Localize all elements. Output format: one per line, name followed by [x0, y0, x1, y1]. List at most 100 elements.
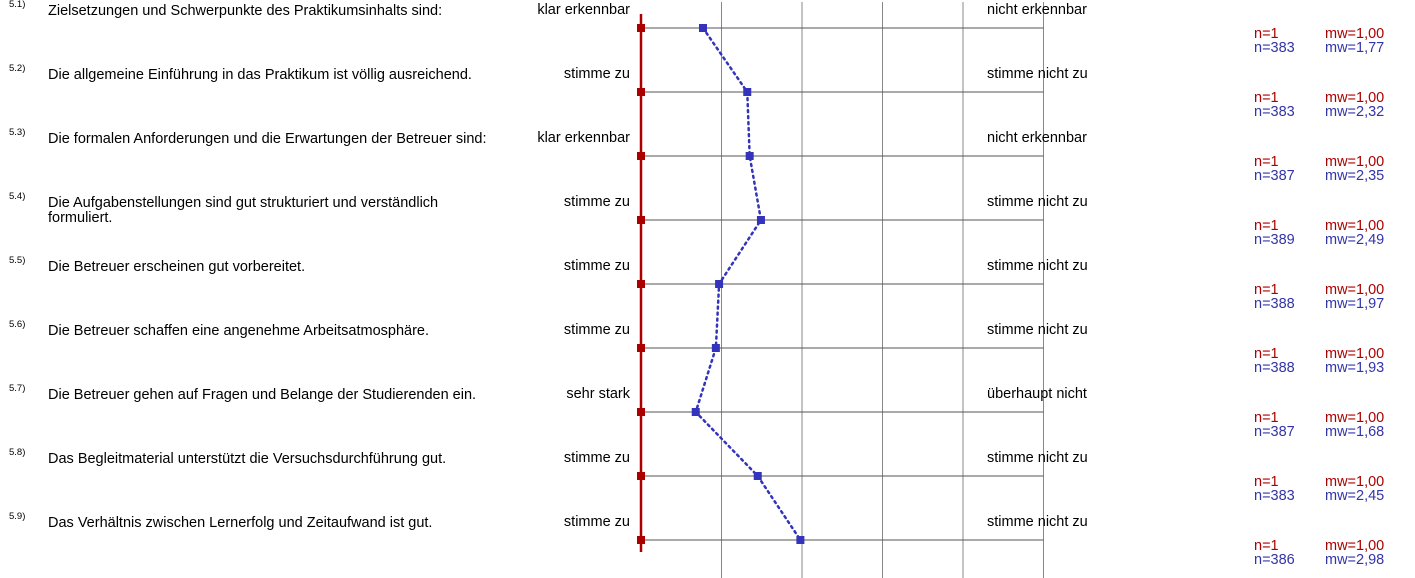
stat-count: n=1	[1254, 346, 1279, 362]
stats-block: n=1 mw=1,00 n=383 mw=2,45	[1254, 474, 1414, 504]
scale-right-label: überhaupt nicht	[987, 386, 1087, 402]
scale-left-label: klar erkennbar	[537, 2, 630, 18]
own-marker	[637, 472, 645, 480]
question-text: Das Verhältnis zwischen Lernerfolg und Z…	[48, 515, 433, 531]
overall-marker	[743, 88, 752, 96]
stat-line-own: n=1 mw=1,00	[1254, 26, 1414, 42]
stat-count: n=388	[1254, 296, 1295, 312]
own-marker	[637, 88, 645, 96]
scale-left-label: stimme zu	[563, 514, 630, 530]
question-text: Die Betreuer erscheinen gut vorbereitet.	[48, 259, 306, 275]
question-text: Zielsetzungen und Schwerpunkte des Prakt…	[48, 3, 443, 19]
scale-right-label: stimme nicht zu	[987, 194, 1088, 210]
stat-count: n=389	[1254, 232, 1295, 248]
scale-left-label: sehr stark	[566, 386, 630, 402]
question-row: 5.1) Zielsetzungen und Schwerpunkte des P…	[0, 0, 1415, 64]
question-row: 5.6) Die Betreuer schaffen eine angenehme…	[0, 320, 1415, 384]
stats-block: n=1 mw=1,00 n=386 mw=2,98	[1254, 538, 1414, 568]
stat-count: n=1	[1254, 474, 1279, 490]
stat-mean: mw=1,77	[1325, 40, 1385, 56]
question-number: 5.7)	[9, 383, 26, 394]
stat-line-all: n=388 mw=1,93	[1254, 360, 1414, 376]
stat-mean: mw=1,00	[1325, 26, 1385, 42]
stat-line-own: n=1 mw=1,00	[1254, 90, 1414, 106]
question-row: 5.2) Die allgemeine Einführung in das Pra…	[0, 64, 1415, 128]
question-text: Die formalen Anforderungen und die Erwar…	[48, 131, 487, 147]
overall-marker	[691, 408, 700, 416]
scale-left-label: stimme zu	[563, 258, 630, 274]
question-number: 5.4)	[9, 191, 26, 202]
stat-mean: mw=2,49	[1325, 232, 1385, 248]
stat-line-own: n=1 mw=1,00	[1254, 218, 1414, 234]
overall-marker	[753, 472, 762, 480]
question-number: 5.1)	[9, 0, 26, 10]
question-row: 5.7) Die Betreuer gehen auf Fragen und Be…	[0, 384, 1415, 448]
stat-line-all: n=387 mw=2,35	[1254, 168, 1414, 184]
question-text: Die Aufgabenstellungen sind gut struktur…	[48, 195, 439, 226]
stat-line-all: n=386 mw=2,98	[1254, 552, 1414, 568]
stats-block: n=1 mw=1,00 n=387 mw=1,68	[1254, 410, 1414, 440]
stat-line-own: n=1 mw=1,00	[1254, 474, 1414, 490]
question-row: 5.8) Das Begleitmaterial unterstützt die …	[0, 448, 1415, 512]
scale-left-label: stimme zu	[563, 450, 630, 466]
stat-count: n=1	[1254, 282, 1279, 298]
stat-line-all: n=389 mw=2,49	[1254, 232, 1414, 248]
scale-left-label: stimme zu	[563, 322, 630, 338]
stat-line-all: n=387 mw=1,68	[1254, 424, 1414, 440]
scale-right-label: stimme nicht zu	[987, 258, 1088, 274]
own-marker	[637, 280, 645, 288]
stat-mean: mw=1,97	[1325, 296, 1385, 312]
stats-block: n=1 mw=1,00 n=388 mw=1,93	[1254, 346, 1414, 376]
own-marker	[637, 408, 645, 416]
scale-right-label: stimme nicht zu	[987, 450, 1088, 466]
stat-mean: mw=1,00	[1325, 538, 1385, 554]
stat-count: n=383	[1254, 104, 1295, 120]
stat-mean: mw=1,00	[1325, 410, 1385, 426]
stat-count: n=387	[1254, 168, 1295, 184]
question-text: Das Begleitmaterial unterstützt die Vers…	[48, 451, 447, 467]
own-marker	[637, 152, 645, 160]
question-row: 5.5) Die Betreuer erscheinen gut vorberei…	[0, 256, 1415, 320]
scale-left-label: klar erkennbar	[537, 130, 630, 146]
overall-marker	[796, 536, 805, 544]
question-number: 5.6)	[9, 319, 26, 330]
stat-line-all: n=383 mw=2,45	[1254, 489, 1414, 504]
stats-block: n=1 mw=1,00 n=383 mw=1,77	[1254, 26, 1414, 56]
scale-right-label: nicht erkennbar	[987, 130, 1087, 146]
overall-marker	[711, 344, 720, 352]
stat-mean: mw=1,00	[1325, 90, 1385, 106]
question-row: 5.4) Die Aufgabenstellungen sind gut stru…	[0, 192, 1415, 256]
stat-count: n=388	[1254, 360, 1295, 376]
question-row: 5.3) Die formalen Anforderungen und die E…	[0, 128, 1415, 192]
question-number: 5.9)	[9, 511, 26, 522]
stat-count: n=1	[1254, 154, 1279, 170]
stat-mean: mw=2,35	[1325, 168, 1385, 184]
question-text: Die Betreuer gehen auf Fragen und Belang…	[48, 387, 477, 403]
stat-line-all: n=388 mw=1,97	[1254, 296, 1414, 312]
stat-count: n=1	[1254, 218, 1279, 234]
stat-line-own: n=1 mw=1,00	[1254, 346, 1414, 362]
stat-count: n=1	[1254, 26, 1279, 42]
own-marker	[637, 536, 645, 544]
stat-mean: mw=1,68	[1325, 424, 1385, 440]
stat-mean: mw=1,00	[1325, 474, 1385, 490]
stat-count: n=1	[1254, 410, 1279, 426]
overall-marker	[745, 152, 754, 160]
question-number: 5.2)	[9, 63, 26, 74]
question-text: Die Betreuer schaffen eine angenehme Arb…	[48, 323, 430, 339]
stat-count: n=386	[1254, 552, 1295, 568]
question-number: 5.3)	[9, 127, 26, 138]
stats-block: n=1 mw=1,00 n=383 mw=2,32	[1254, 90, 1414, 120]
stat-line-own: n=1 mw=1,00	[1254, 538, 1414, 554]
stat-count: n=1	[1254, 90, 1279, 106]
scale-left-label: stimme zu	[563, 66, 630, 82]
stat-mean: mw=2,98	[1325, 552, 1385, 568]
scale-right-label: stimme nicht zu	[987, 66, 1088, 82]
stat-line-own: n=1 mw=1,00	[1254, 282, 1414, 298]
own-marker	[637, 24, 645, 32]
overall-marker	[698, 24, 707, 32]
stat-line-own: n=1 mw=1,00	[1254, 410, 1414, 426]
stat-line-own: n=1 mw=1,00	[1254, 154, 1414, 170]
overall-marker	[756, 216, 765, 224]
